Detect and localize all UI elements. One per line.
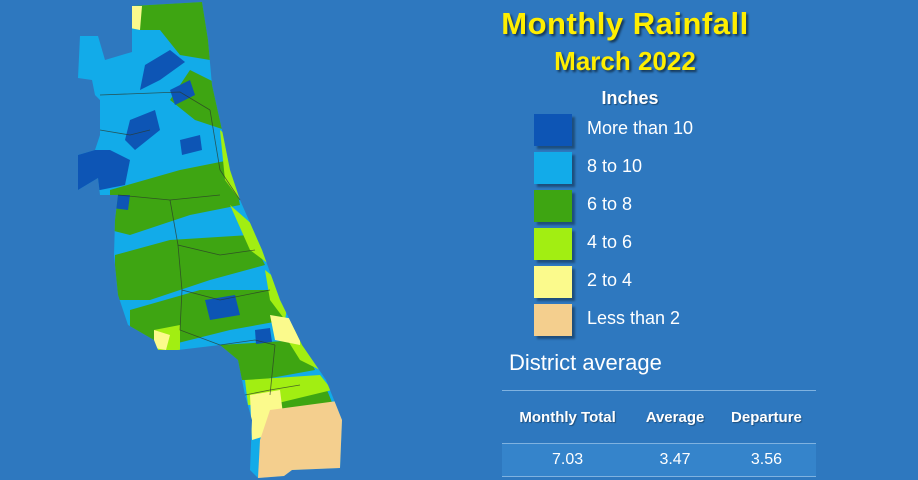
map-title: Monthly Rainfall (501, 6, 749, 41)
zone-more-than-10 (110, 195, 130, 210)
zone-2-to-4 (154, 330, 170, 350)
rainfall-map-svg (78, 2, 342, 478)
header-monthly-total: Monthly Total (502, 390, 634, 444)
county-boundaries (99, 91, 301, 396)
legend-item-4-to-6: 4 to 6 (534, 228, 854, 262)
zone-2-to-4 (126, 6, 142, 30)
zone-4-to-6 (230, 205, 270, 265)
zone-less-than-2 (258, 400, 342, 478)
table-header-row: Monthly Total Average Departure (502, 390, 816, 444)
legend-swatch (534, 228, 572, 260)
table-row: 7.03 3.47 3.56 (502, 443, 816, 477)
legend-item-more-than-10: More than 10 (534, 114, 854, 148)
legend-item-less-than-2: Less than 2 (534, 304, 854, 338)
legend-label: 2 to 4 (587, 270, 633, 290)
zone-more-than-10 (125, 110, 160, 150)
district-average-table: Monthly Total Average Departure 7.03 3.4… (502, 390, 816, 477)
header-departure: Departure (716, 390, 816, 444)
value-monthly-total: 7.03 (502, 443, 634, 477)
map-subtitle: March 2022 (554, 46, 696, 76)
zone-more-than-10 (140, 50, 185, 90)
legend-label: 6 to 8 (587, 194, 633, 214)
legend-swatch (534, 304, 572, 336)
header-average: Average (633, 390, 717, 444)
value-departure: 3.56 (716, 443, 816, 477)
zone-6-to-8 (132, 2, 210, 60)
district-shape (78, 2, 342, 478)
legend-label: More than 10 (587, 118, 694, 138)
zone-6-to-8 (110, 160, 240, 235)
legend-item-6-to-8: 6 to 8 (534, 190, 854, 224)
zone-more-than-10 (255, 328, 272, 344)
legend-label: 8 to 10 (587, 156, 643, 176)
zone-more-than-10 (180, 135, 202, 155)
district-average-title: District average (509, 350, 662, 375)
zone-6-to-8 (220, 340, 315, 380)
legend-label: Less than 2 (587, 308, 681, 328)
legend-swatch (534, 266, 572, 298)
legend-swatch (534, 190, 572, 222)
value-average: 3.47 (633, 443, 717, 477)
legend-swatch (534, 152, 572, 184)
zone-more-than-10 (170, 80, 195, 105)
legend-label: 4 to 6 (587, 232, 633, 252)
zone-more-than-10 (205, 295, 240, 320)
legend-swatch (534, 114, 572, 146)
legend-item-8-to-10: 8 to 10 (534, 152, 854, 186)
rainfall-map (70, 0, 360, 480)
legend-item-2-to-4: 2 to 4 (534, 266, 854, 300)
legend-title: Inches (601, 88, 659, 108)
zone-more-than-10 (78, 150, 130, 190)
zone-6-to-8 (115, 235, 265, 300)
